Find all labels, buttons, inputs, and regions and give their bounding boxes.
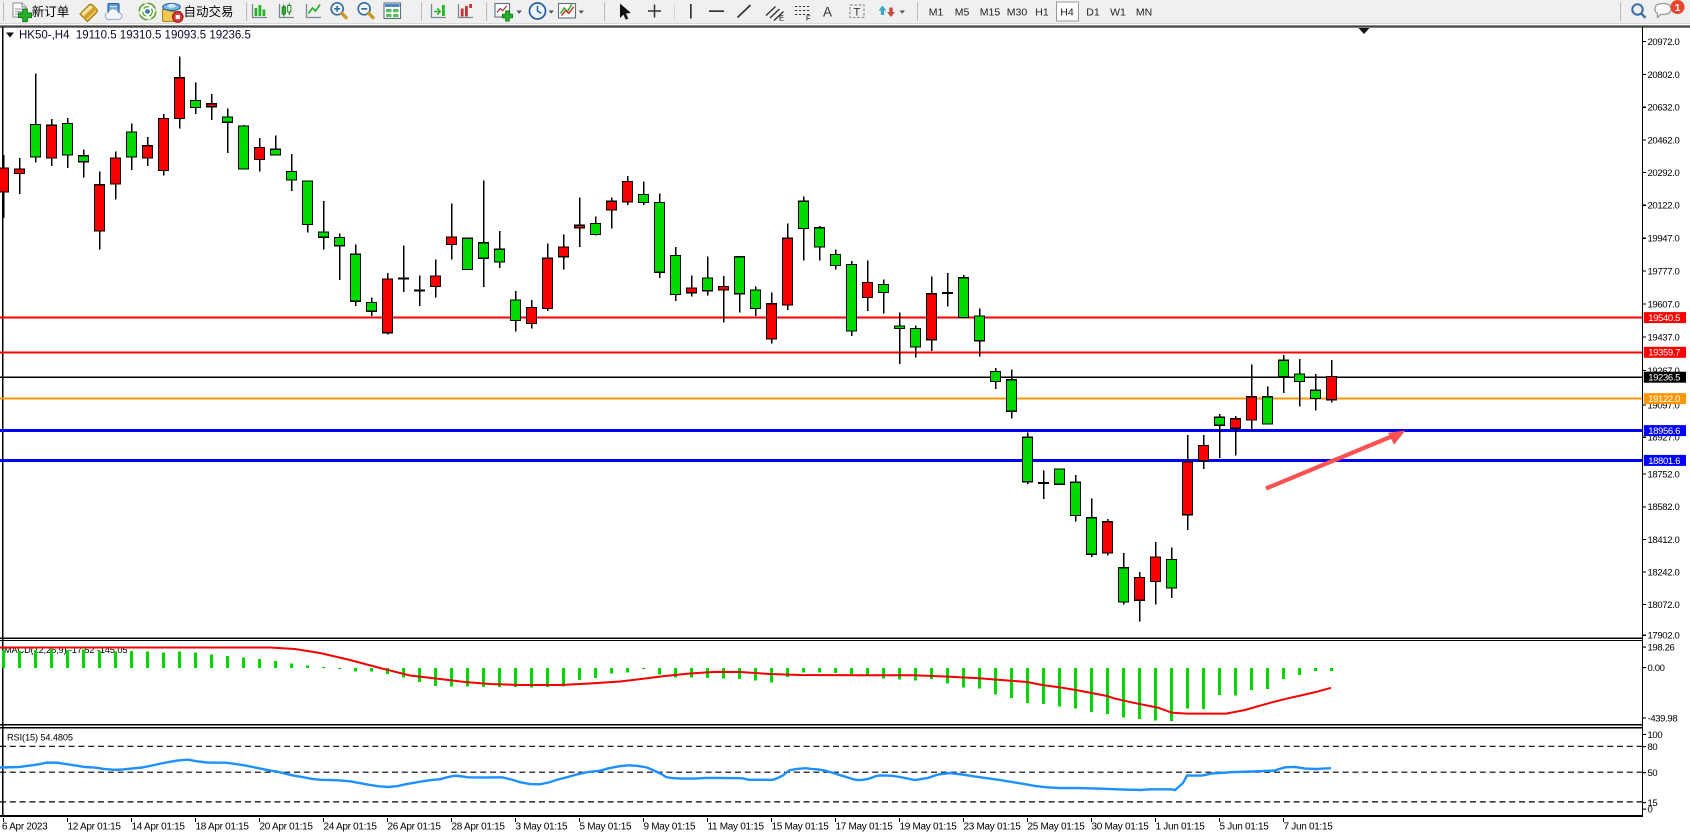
svg-text:18242.0: 18242.0 <box>1648 567 1680 578</box>
svg-text:18412.0: 18412.0 <box>1648 535 1680 546</box>
svg-text:20122.0: 20122.0 <box>1648 201 1680 212</box>
svg-text:6 Apr 2023: 6 Apr 2023 <box>2 821 48 832</box>
svg-text:1 Jun 01:15: 1 Jun 01:15 <box>1156 821 1206 832</box>
svg-text:14 Apr 01:15: 14 Apr 01:15 <box>132 821 186 832</box>
svg-text:19 May 01:15: 19 May 01:15 <box>900 821 958 832</box>
svg-text:19267.0: 19267.0 <box>1648 366 1680 377</box>
svg-text:HK50-,H4 19110.5 19310.5 1909: HK50-,H4 19110.5 19310.5 19093.5 19236.5 <box>19 30 251 42</box>
svg-text:自动交易: 自动交易 <box>184 4 234 19</box>
svg-text:20462.0: 20462.0 <box>1648 135 1680 146</box>
svg-text:11 May 01:15: 11 May 01:15 <box>708 821 765 832</box>
svg-text:80: 80 <box>1648 742 1658 753</box>
svg-text:1: 1 <box>1675 2 1681 14</box>
svg-text:24 Apr 01:15: 24 Apr 01:15 <box>324 821 378 832</box>
svg-text:17902.0: 17902.0 <box>1648 631 1680 642</box>
svg-text:W1: W1 <box>1110 7 1126 19</box>
svg-text:19097.0: 19097.0 <box>1648 400 1680 411</box>
svg-text:18956.6: 18956.6 <box>1648 426 1680 437</box>
svg-text:18582.0: 18582.0 <box>1648 502 1680 513</box>
svg-text:100: 100 <box>1648 730 1663 741</box>
svg-text:17 May 01:15: 17 May 01:15 <box>836 821 894 832</box>
svg-text:M1: M1 <box>929 7 944 19</box>
svg-text:7 Jun 01:15: 7 Jun 01:15 <box>1284 821 1334 832</box>
svg-text:19947.0: 19947.0 <box>1648 234 1680 245</box>
svg-text:M15: M15 <box>980 7 1001 19</box>
svg-text:A: A <box>823 5 832 20</box>
svg-text:T: T <box>854 7 861 19</box>
svg-text:12 Apr 01:15: 12 Apr 01:15 <box>68 821 122 832</box>
svg-text:0.00: 0.00 <box>1648 663 1665 674</box>
svg-text:18072.0: 18072.0 <box>1648 600 1680 611</box>
svg-text:E: E <box>779 14 784 23</box>
svg-text:H1: H1 <box>1035 7 1049 19</box>
svg-text:50: 50 <box>1648 768 1658 779</box>
svg-text:20292.0: 20292.0 <box>1648 168 1680 179</box>
svg-text:26 Apr 01:15: 26 Apr 01:15 <box>388 821 442 832</box>
svg-text:20972.0: 20972.0 <box>1648 37 1680 48</box>
svg-text:M30: M30 <box>1007 7 1028 19</box>
svg-text:18801.6: 18801.6 <box>1648 456 1680 467</box>
svg-text:MACD(12,26,9) -17.52 -145.05: MACD(12,26,9) -17.52 -145.05 <box>4 645 127 655</box>
svg-text:3 May 01:15: 3 May 01:15 <box>516 821 568 832</box>
svg-text:25 May 01:15: 25 May 01:15 <box>1028 821 1086 832</box>
svg-text:RSI(15) 54.4805: RSI(15) 54.4805 <box>7 733 73 743</box>
svg-text:MN: MN <box>1136 7 1152 19</box>
svg-text:15 May 01:15: 15 May 01:15 <box>772 821 830 832</box>
svg-text:20802.0: 20802.0 <box>1648 70 1680 81</box>
svg-text:D1: D1 <box>1086 7 1100 19</box>
svg-text:18 Apr 01:15: 18 Apr 01:15 <box>196 821 250 832</box>
svg-text:198.26: 198.26 <box>1648 642 1675 653</box>
svg-text:28 Apr 01:15: 28 Apr 01:15 <box>452 821 506 832</box>
svg-text:19607.0: 19607.0 <box>1648 300 1680 311</box>
svg-text:19236.5: 19236.5 <box>1648 373 1680 384</box>
svg-text:9 May 01:15: 9 May 01:15 <box>644 821 696 832</box>
svg-text:19777.0: 19777.0 <box>1648 267 1680 278</box>
svg-text:19122.0: 19122.0 <box>1648 394 1680 405</box>
svg-text:5 Jun 01:15: 5 Jun 01:15 <box>1220 821 1270 832</box>
svg-text:F: F <box>806 14 811 23</box>
svg-text:5 May 01:15: 5 May 01:15 <box>580 821 632 832</box>
svg-text:20 Apr 01:15: 20 Apr 01:15 <box>260 821 314 832</box>
svg-text:20632.0: 20632.0 <box>1648 103 1680 114</box>
svg-text:19359.7: 19359.7 <box>1648 348 1680 359</box>
svg-text:15: 15 <box>1648 798 1658 809</box>
svg-text:M5: M5 <box>955 7 970 19</box>
svg-text:-439.98: -439.98 <box>1648 713 1678 724</box>
svg-text:18927.0: 18927.0 <box>1648 433 1680 444</box>
svg-text:18752.0: 18752.0 <box>1648 469 1680 480</box>
svg-text:19540.5: 19540.5 <box>1648 313 1680 324</box>
svg-text:19437.0: 19437.0 <box>1648 332 1680 343</box>
svg-text:新订单: 新订单 <box>32 4 70 19</box>
svg-text:23 May 01:15: 23 May 01:15 <box>964 821 1022 832</box>
svg-text:H4: H4 <box>1060 7 1074 19</box>
svg-text:0: 0 <box>1648 805 1653 816</box>
svg-text:30 May 01:15: 30 May 01:15 <box>1092 821 1150 832</box>
